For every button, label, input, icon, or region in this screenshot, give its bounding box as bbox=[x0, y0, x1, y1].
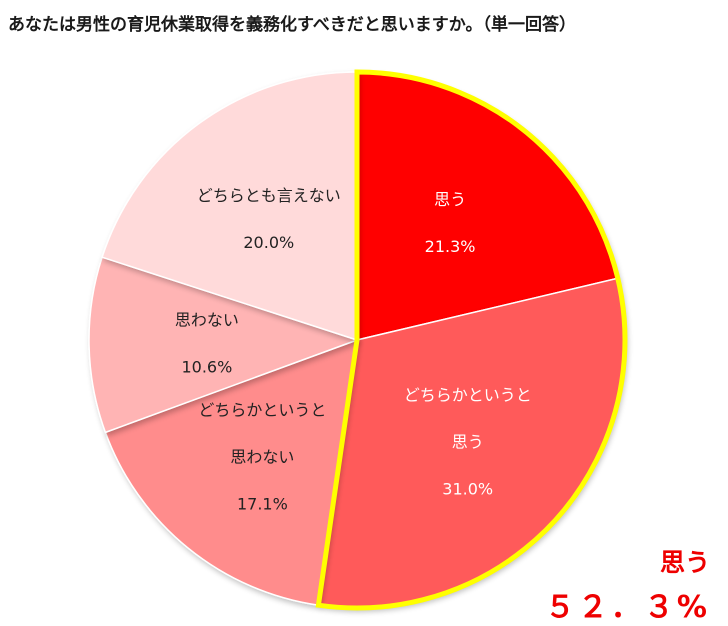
pie-slice-3 bbox=[104, 338, 358, 607]
slice-value-label: 17.1% bbox=[237, 495, 288, 514]
slice-category-label: 思わない bbox=[230, 448, 294, 467]
slice-value-label: 21.3% bbox=[425, 237, 476, 256]
slice-category-label: 思う bbox=[452, 432, 484, 451]
slice-category-label: どちらかというと bbox=[198, 401, 326, 420]
slice-category-label: 思わない bbox=[175, 310, 239, 329]
pie-slice-5 bbox=[101, 71, 358, 342]
total-value: ５２．３% bbox=[544, 590, 710, 625]
slice-category-label: どちらかというと bbox=[404, 385, 532, 404]
slice-value-label: 31.0% bbox=[442, 479, 493, 498]
total-label: 思う bbox=[659, 548, 710, 577]
slice-value-label: 20.0% bbox=[243, 233, 294, 252]
slice-category-label: どちらとも言えない bbox=[197, 186, 341, 205]
slice-value-label: 10.6% bbox=[181, 357, 232, 376]
chart-title: あなたは男性の育児休業取得を義務化すべきだと思いますか。（単一回答） bbox=[8, 15, 576, 35]
pie-slice-4 bbox=[88, 256, 360, 434]
slice-category-label: 思う bbox=[434, 190, 466, 209]
highlight-outline bbox=[315, 69, 628, 611]
